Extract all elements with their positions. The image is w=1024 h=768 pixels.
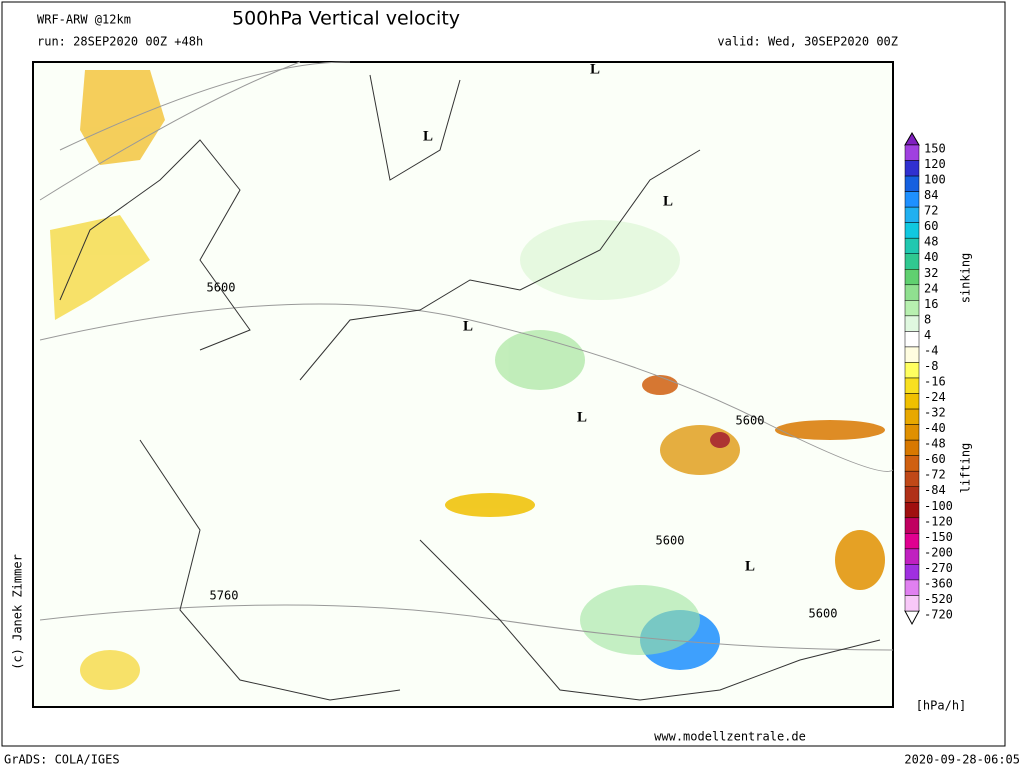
colorbar-label: 72 — [924, 204, 938, 218]
low-pressure-marker: L — [745, 558, 755, 574]
map-area — [32, 61, 894, 708]
colorbar-label: -150 — [924, 530, 953, 544]
colorbar-segment — [904, 222, 920, 239]
colorbar-segment — [904, 377, 920, 394]
colorbar-label: 48 — [924, 235, 938, 249]
colorbar-label: 32 — [924, 266, 938, 280]
colorbar-segment — [904, 595, 920, 612]
model-label: WRF-ARW @12km — [37, 13, 131, 27]
coastlines — [59, 74, 881, 701]
colorbar-segment — [904, 517, 920, 534]
low-pressure-marker: L — [663, 193, 673, 209]
colorbar-segment — [904, 548, 920, 565]
colorbar-label: 8 — [924, 312, 931, 326]
colorbar-label: 84 — [924, 188, 938, 202]
colorbar-segment — [904, 470, 920, 487]
colorbar-segment — [904, 502, 920, 519]
colorbar-label: -360 — [924, 576, 953, 590]
colorbar-label: -520 — [924, 592, 953, 606]
colorbar-segment — [904, 533, 920, 550]
low-pressure-marker: L — [577, 409, 587, 425]
contour-label: 5600 — [656, 534, 685, 548]
colorbar-label: -48 — [924, 437, 946, 451]
low-pressure-marker: L — [590, 61, 600, 77]
colorbar-segment — [904, 331, 920, 348]
copyright: (c) Janek Zimmer — [11, 554, 25, 670]
colorbar-label: -8 — [924, 359, 938, 373]
field-blobs — [50, 70, 885, 690]
colorbar-segment — [904, 439, 920, 456]
colorbar-segment — [904, 564, 920, 581]
colorbar-segment — [904, 144, 920, 161]
colorbar-segment — [904, 191, 920, 208]
colorbar-segment — [904, 455, 920, 472]
colorbar-segment — [904, 237, 920, 254]
colorbar-label: -720 — [924, 608, 953, 622]
low-pressure-marker: L — [423, 128, 433, 144]
colorbar-segment — [904, 408, 920, 425]
low-pressure-marker: L — [463, 318, 473, 334]
colorbar-label: -270 — [924, 561, 953, 575]
title: 500hPa Vertical velocity — [232, 8, 460, 30]
colorbar-segment — [904, 206, 920, 223]
colorbar-segment — [904, 300, 920, 317]
run-label: run: 28SEP2020 00Z +48h — [37, 35, 203, 49]
sinking-label: sinking — [959, 253, 973, 304]
timestamp: 2020-09-28-06:05 — [904, 753, 1020, 767]
lifting-label: lifting — [959, 443, 973, 494]
colorbar-label: 24 — [924, 281, 938, 295]
colorbar-label: -72 — [924, 468, 946, 482]
colorbar-label: 120 — [924, 157, 946, 171]
contour-label: 5600 — [736, 414, 765, 428]
colorbar-segment — [904, 486, 920, 503]
colorbar-label: -16 — [924, 375, 946, 389]
colorbar-label: -100 — [924, 499, 953, 513]
colorbar-segment — [904, 579, 920, 596]
colorbar-segment — [904, 362, 920, 379]
colorbar-label: 40 — [924, 250, 938, 264]
colorbar-segment — [904, 269, 920, 286]
colorbar-segment — [904, 346, 920, 363]
colorbar-label: 150 — [924, 142, 946, 156]
colorbar-label: -84 — [924, 483, 946, 497]
colorbar-segment — [904, 253, 920, 270]
colorbar-label: 4 — [924, 328, 931, 342]
colorbar-segment — [904, 315, 920, 332]
colorbar-segment — [904, 284, 920, 301]
contour-label: 5760 — [210, 589, 239, 603]
colorbar-label: -32 — [924, 406, 946, 420]
colorbar-label: -24 — [924, 390, 946, 404]
colorbar-label: 16 — [924, 297, 938, 311]
website: www.modellzentrale.de — [654, 730, 806, 744]
colorbar-label: -120 — [924, 514, 953, 528]
colorbar-segment — [904, 424, 920, 441]
valid-label: valid: Wed, 30SEP2020 00Z — [717, 35, 898, 49]
colorbar-segment — [904, 393, 920, 410]
colorbar-segment — [904, 175, 920, 192]
colorbar-label: 100 — [924, 173, 946, 187]
colorbar-label: 60 — [924, 219, 938, 233]
contour-label: 5600 — [809, 607, 838, 621]
colorbar-label: -4 — [924, 343, 938, 357]
colorbar-segment — [904, 160, 920, 177]
unit-label: [hPa/h] — [916, 699, 967, 713]
software: GrADS: COLA/IGES — [4, 753, 120, 767]
colorbar-label: -40 — [924, 421, 946, 435]
contour-label: 5600 — [207, 281, 236, 295]
colorbar-label: -60 — [924, 452, 946, 466]
colorbar-label: -200 — [924, 545, 953, 559]
